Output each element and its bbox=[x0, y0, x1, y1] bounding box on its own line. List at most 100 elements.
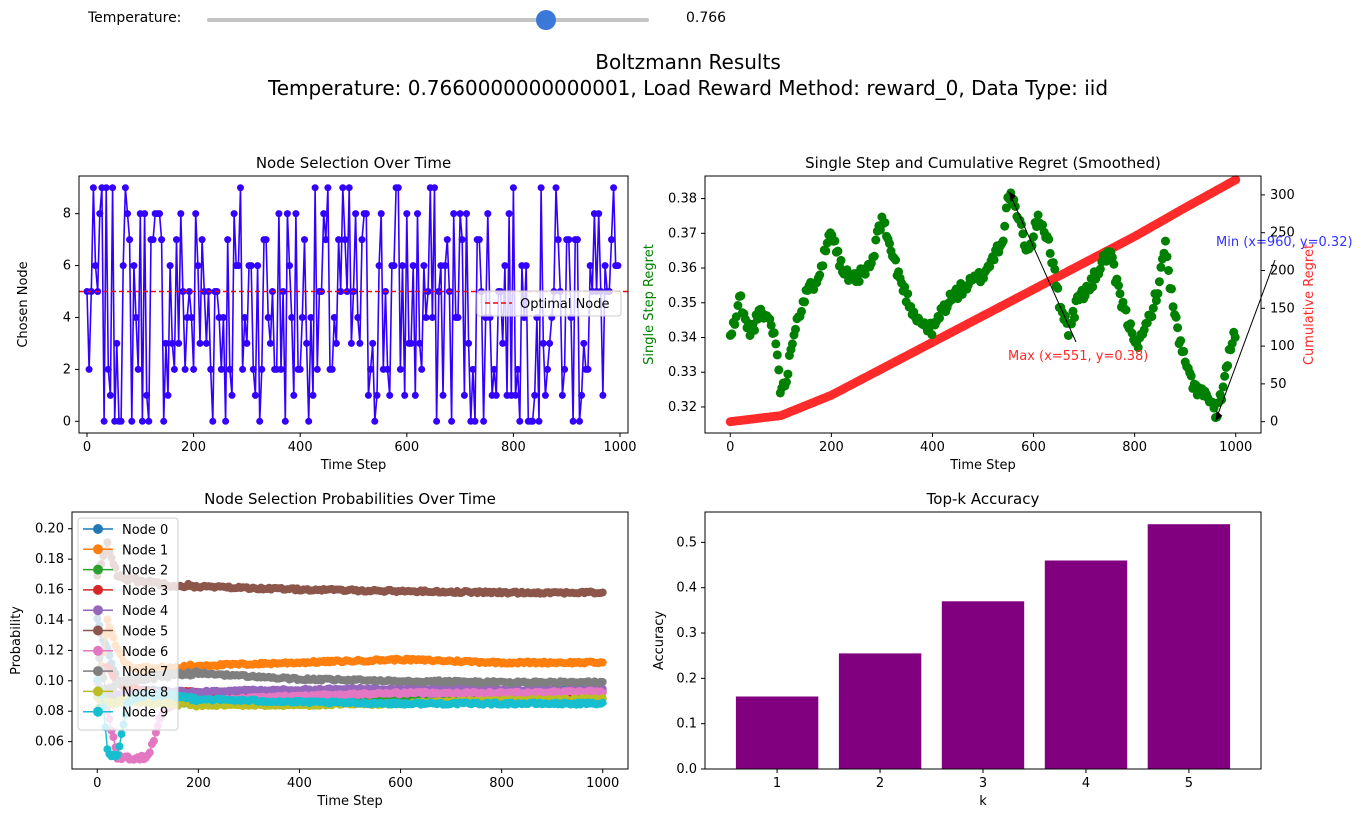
single-regret-point bbox=[821, 246, 831, 256]
single-regret-point bbox=[1179, 346, 1189, 356]
single-regret-point bbox=[800, 297, 810, 307]
single-regret-point bbox=[1167, 284, 1176, 294]
accuracy-ytick-label: 0.0 bbox=[676, 762, 697, 777]
legend-marker-node-2 bbox=[93, 564, 103, 575]
legend-marker-node-9 bbox=[93, 706, 103, 717]
probabilities-ytick-label: 0.16 bbox=[35, 583, 64, 598]
temperature-value-readout: 0.766 bbox=[686, 10, 727, 26]
probabilities-ytick-label: 0.20 bbox=[35, 522, 64, 537]
accuracy-ytick-label: 0.3 bbox=[676, 626, 697, 641]
probabilities-xlabel: Time Step bbox=[316, 794, 383, 809]
regret-xtick-label: 600 bbox=[1021, 440, 1046, 455]
temperature-slider-thumb[interactable] bbox=[535, 10, 556, 30]
single-regret-point bbox=[1000, 221, 1010, 231]
selection-xtick-label: 400 bbox=[288, 440, 313, 455]
single-regret-point bbox=[1220, 371, 1230, 381]
legend-marker-node-6 bbox=[93, 645, 103, 656]
regret-ytick-right-label: 0 bbox=[1270, 415, 1278, 430]
accuracy-bar-k-2 bbox=[838, 653, 922, 769]
single-regret-point bbox=[1053, 283, 1063, 293]
max-annotation-arrowhead bbox=[1008, 191, 1016, 202]
regret-ytick-right-label: 300 bbox=[1270, 188, 1295, 203]
single-regret-point bbox=[989, 255, 999, 265]
single-regret-point bbox=[871, 235, 881, 245]
single-regret-point bbox=[1107, 252, 1117, 262]
single-regret-point bbox=[1016, 220, 1026, 229]
single-regret-point bbox=[787, 339, 797, 349]
legend-marker-node-5 bbox=[93, 625, 103, 636]
single-regret-point bbox=[833, 246, 843, 256]
single-regret-point bbox=[1029, 232, 1038, 242]
legend-label-node-5: Node 5 bbox=[122, 625, 168, 640]
single-regret-point bbox=[783, 369, 793, 379]
legend-label-node-7: Node 7 bbox=[122, 665, 168, 680]
accuracy-ytick-label: 0.4 bbox=[676, 581, 697, 596]
legend-label-node-6: Node 6 bbox=[122, 645, 168, 660]
regret-ylabel: Single Step Regret bbox=[642, 244, 657, 365]
temperature-slider-row: Temperature: 0.766 bbox=[0, 0, 1370, 40]
single-regret-point bbox=[1154, 277, 1164, 287]
min-annotation-label: Min (x=960, y=0.32) bbox=[1216, 235, 1353, 250]
selection-xtick-label: 1000 bbox=[603, 440, 636, 455]
regret-ytick-label: 0.33 bbox=[668, 365, 697, 380]
prob-line-node-1 bbox=[96, 619, 603, 698]
single-regret-point bbox=[1126, 319, 1136, 329]
selection-title: Node Selection Over Time bbox=[256, 154, 451, 172]
optimal-node-legend-label: Optimal Node bbox=[520, 297, 610, 312]
accuracy-xlabel: k bbox=[979, 794, 987, 809]
regret-axes: 0 200 400 600 800 1000 0.32 0.33 0.34 0.35 0.36 0.3… bbox=[642, 154, 1252, 473]
regret-xtick-label: 400 bbox=[920, 440, 945, 455]
single-regret-point bbox=[1186, 371, 1196, 381]
single-regret-point bbox=[1153, 289, 1163, 299]
single-regret-point bbox=[797, 306, 806, 316]
single-regret-point bbox=[900, 282, 910, 292]
max-annotation-label: Max (x=551, y=0.38) bbox=[1008, 349, 1148, 364]
single-regret-point bbox=[1142, 318, 1152, 328]
regret-ytick-label: 0.37 bbox=[668, 226, 697, 241]
single-regret-point bbox=[935, 313, 944, 323]
regret-ytick-label: 0.36 bbox=[668, 261, 697, 276]
single-regret-point bbox=[885, 239, 894, 249]
single-regret-point bbox=[1161, 236, 1170, 246]
single-regret-point bbox=[791, 324, 800, 334]
single-regret-point bbox=[1115, 289, 1125, 299]
regret-xtick-label: 800 bbox=[1122, 440, 1147, 455]
prob-line-node-9 bbox=[96, 679, 604, 758]
regret-xtick-label: 0 bbox=[726, 440, 734, 455]
regret-title: Single Step and Cumulative Regret (Smoot… bbox=[805, 154, 1161, 172]
regret-xtick-label: 1000 bbox=[1219, 440, 1252, 455]
single-regret-point bbox=[774, 365, 784, 375]
legend-label-node-2: Node 2 bbox=[122, 564, 168, 579]
single-regret-point bbox=[781, 377, 791, 387]
single-regret-point bbox=[830, 236, 840, 246]
selection-xlabel: Time Step bbox=[320, 458, 387, 473]
accuracy-ylabel: Accuracy bbox=[652, 611, 667, 671]
temperature-slider-fill bbox=[207, 18, 546, 22]
single-regret-point bbox=[1095, 264, 1105, 274]
single-regret-point bbox=[727, 329, 737, 339]
regret-ylabel-right: Cumulative Regret bbox=[1302, 244, 1317, 365]
single-regret-point bbox=[1088, 282, 1098, 292]
probabilities-xtick-label: 0 bbox=[93, 776, 101, 791]
single-regret-point bbox=[733, 301, 743, 310]
single-regret-point bbox=[1168, 302, 1178, 312]
temperature-slider-label: Temperature: bbox=[88, 10, 182, 26]
single-regret-point bbox=[891, 255, 901, 265]
single-regret-point bbox=[1121, 305, 1131, 315]
single-regret-point bbox=[1045, 248, 1055, 258]
single-regret-point bbox=[1070, 313, 1079, 323]
probabilities-xtick-label: 600 bbox=[388, 776, 413, 791]
legend-label-node-9: Node 9 bbox=[122, 706, 168, 721]
accuracy-title: Top-k Accuracy bbox=[926, 490, 1040, 508]
selection-legend-box bbox=[476, 290, 622, 317]
legend-marker-node-8 bbox=[93, 686, 103, 697]
selection-ylabel: Chosen Node bbox=[16, 261, 31, 347]
accuracy-xtick-label: 2 bbox=[876, 776, 884, 791]
single-regret-point bbox=[927, 330, 937, 340]
single-regret-point bbox=[1162, 252, 1172, 262]
accuracy-bar-k-4 bbox=[1044, 560, 1128, 769]
single-regret-point bbox=[1063, 331, 1073, 340]
temperature-slider-track[interactable] bbox=[207, 10, 649, 30]
legend-marker-node-3 bbox=[93, 584, 103, 595]
selection-xtick-label: 200 bbox=[181, 440, 206, 455]
